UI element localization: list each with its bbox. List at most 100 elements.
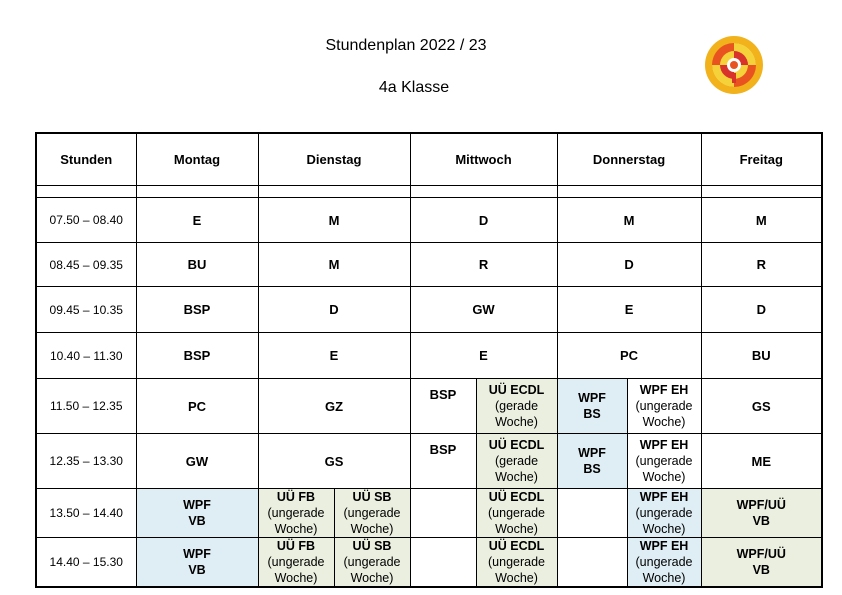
table-row: 07.50 – 08.40 E M D M M	[35, 197, 823, 243]
lesson-cell: GW	[135, 433, 259, 489]
lesson-title: WPF EH	[639, 438, 689, 452]
lesson-cell: M	[700, 197, 823, 243]
lesson-note: Woche)	[642, 470, 686, 484]
lesson-note: Woche)	[495, 522, 538, 536]
lesson-title: VB	[752, 563, 770, 577]
lesson-note: (ungerade	[488, 506, 545, 520]
lesson-cell: R	[700, 242, 823, 287]
lesson-cell: D	[409, 197, 558, 243]
spacer-cell	[257, 185, 411, 198]
lesson-title: UÜ ECDL	[488, 438, 545, 452]
lesson-note: (ungerade	[267, 555, 325, 569]
lesson-cell: E	[135, 197, 259, 243]
lesson-cell: UÜ ECDL (gerade Woche)	[475, 378, 558, 434]
lesson-cell: BSP	[409, 378, 477, 434]
lesson-cell: WPF VB	[135, 488, 259, 538]
lesson-title: VB	[188, 514, 206, 528]
lesson-title: WPF EH	[639, 539, 689, 553]
lesson-cell: UÜ SB (ungerade Woche)	[333, 488, 411, 538]
lesson-cell: WPF/UÜ VB	[700, 537, 823, 588]
lesson-cell: D	[556, 242, 702, 287]
lesson-title: UÜ FB	[276, 539, 316, 553]
header-row: Stunden Montag Dienstag Mittwoch Donners…	[35, 132, 823, 186]
lesson-title: UÜ SB	[352, 490, 392, 504]
class-name: 4a Klasse	[378, 79, 450, 96]
lesson-cell: BSP	[135, 286, 259, 333]
lesson-note: (gerade	[494, 399, 539, 413]
header-freitag: Freitag	[700, 132, 823, 186]
lesson-title: UÜ ECDL	[488, 490, 545, 504]
lesson-cell: BSP	[135, 332, 259, 379]
lesson-cell: GW	[409, 286, 558, 333]
table-row: 12.35 – 13.30 GW GS BSP UÜ ECDL (gerade …	[35, 433, 823, 489]
lesson-cell: PC	[556, 332, 702, 379]
lesson-note: (ungerade	[635, 399, 693, 413]
lesson-note: (ungerade	[635, 506, 693, 520]
lesson-cell: GS	[257, 433, 411, 489]
spacer-cell	[135, 185, 259, 198]
lesson-note: Woche)	[350, 571, 394, 585]
header-donnerstag: Donnerstag	[556, 132, 702, 186]
lesson-cell: M	[257, 242, 411, 287]
time-cell: 07.50 – 08.40	[35, 197, 137, 243]
table-row: 10.40 – 11.30 BSP E E PC BU	[35, 332, 823, 379]
lesson-title: VB	[752, 514, 770, 528]
header-dienstag: Dienstag	[257, 132, 411, 186]
lesson-note: Woche)	[274, 571, 318, 585]
lesson-cell: BU	[135, 242, 259, 287]
lesson-title: UÜ FB	[276, 490, 316, 504]
lesson-cell: M	[556, 197, 702, 243]
lesson-note: Woche)	[274, 522, 318, 536]
time-cell: 11.50 – 12.35	[35, 378, 137, 434]
spacer-row	[35, 185, 823, 198]
lesson-cell: WPF EH (ungerade Woche)	[626, 378, 702, 434]
lesson-note: Woche)	[495, 571, 538, 585]
lesson-cell: WPF/UÜ VB	[700, 488, 823, 538]
lesson-note: Woche)	[495, 470, 538, 484]
empty-cell	[556, 537, 628, 588]
lesson-cell: ME	[700, 433, 823, 489]
lesson-title: WPF	[578, 391, 606, 405]
empty-cell	[556, 488, 628, 538]
lesson-note: (ungerade	[343, 506, 401, 520]
lesson-title: VB	[188, 563, 206, 577]
lesson-cell: D	[700, 286, 823, 333]
lesson-title: WPF	[578, 446, 606, 460]
lesson-cell: BSP	[409, 433, 477, 489]
lesson-cell: UÜ ECDL (ungerade Woche)	[475, 488, 558, 538]
lesson-note: Woche)	[350, 522, 394, 536]
lesson-note: Woche)	[642, 415, 686, 429]
lesson-note: (ungerade	[635, 454, 693, 468]
header-montag: Montag	[135, 132, 259, 186]
lesson-cell: GZ	[257, 378, 411, 434]
lesson-cell: E	[556, 286, 702, 333]
lesson-note: (ungerade	[267, 506, 325, 520]
lesson-cell: R	[409, 242, 558, 287]
time-cell: 13.50 – 14.40	[35, 488, 137, 538]
lesson-note: (gerade	[494, 454, 539, 468]
spacer-cell	[700, 185, 823, 198]
header-stunden: Stunden	[35, 132, 137, 186]
lesson-note: (ungerade	[488, 555, 545, 569]
empty-cell	[409, 488, 477, 538]
lesson-cell: BU	[700, 332, 823, 379]
table-row: 09.45 – 10.35 BSP D GW E D	[35, 286, 823, 333]
lesson-note: (ungerade	[343, 555, 401, 569]
lesson-note: Woche)	[642, 522, 686, 536]
lesson-cell: UÜ SB (ungerade Woche)	[333, 537, 411, 588]
lesson-cell: WPF BS	[556, 378, 628, 434]
time-cell: 14.40 – 15.30	[35, 537, 137, 588]
lesson-cell: UÜ FB (ungerade Woche)	[257, 488, 335, 538]
lesson-cell: WPF BS	[556, 433, 628, 489]
lesson-title: UÜ ECDL	[488, 383, 545, 397]
lesson-title: WPF/UÜ	[736, 498, 786, 512]
lesson-title: WPF	[183, 547, 211, 561]
lesson-cell: UÜ FB (ungerade Woche)	[257, 537, 335, 588]
lesson-cell: UÜ ECDL (gerade Woche)	[475, 433, 558, 489]
lesson-cell: E	[409, 332, 558, 379]
time-cell: 08.45 – 09.35	[35, 242, 137, 287]
lesson-note: (ungerade	[635, 555, 693, 569]
lesson-title: UÜ SB	[352, 539, 392, 553]
lesson-cell: GS	[700, 378, 823, 434]
lesson-title: BS	[583, 407, 601, 421]
